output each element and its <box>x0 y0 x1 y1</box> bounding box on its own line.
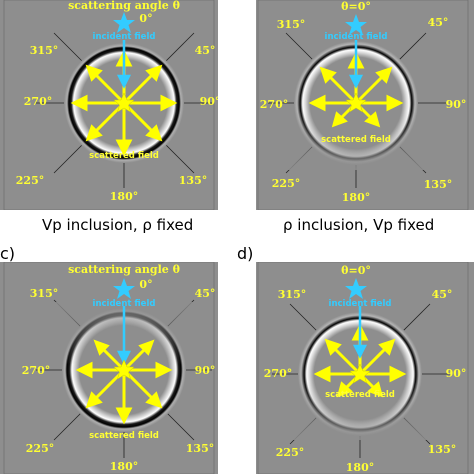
incident-source-star-icon <box>345 14 367 35</box>
incident-arrow <box>116 306 132 365</box>
angle-90-label: 90° <box>446 367 467 380</box>
incident-field-label: incident field <box>325 32 388 42</box>
angle-135-label: 135° <box>424 178 452 191</box>
panel-a-figure: scattering angle θ 0° incident field sca… <box>0 0 218 210</box>
scattered-field-label: scattered field <box>89 151 159 161</box>
angle-45-label: 45° <box>195 287 216 300</box>
title-text: scattering angle θ <box>68 0 180 12</box>
title-text: θ=0° <box>341 264 371 277</box>
angle-45-label: 45° <box>432 288 453 301</box>
title-text: scattering angle θ <box>68 263 180 276</box>
panel-c-figure: scattering angle θ 0° incident field sca… <box>0 262 218 474</box>
scatterer-star-icon <box>113 92 135 113</box>
scatterer-star-icon <box>345 92 367 113</box>
incident-field-label: incident field <box>93 32 156 42</box>
panel-frame <box>257 0 469 210</box>
angle-225-label: 225° <box>16 174 44 187</box>
angle-135-label: 135° <box>186 442 214 455</box>
scattered-field-label: scattered field <box>321 135 391 145</box>
panel-a: scattering angle θ 0° incident field sca… <box>0 0 218 210</box>
zero-angle-label: 0° <box>139 278 152 291</box>
angle-315-label: 315° <box>278 288 306 301</box>
incident-source-star-icon <box>113 12 135 33</box>
angle-225-label: 225° <box>26 442 54 455</box>
angle-315-label: 315° <box>277 18 305 31</box>
angle-45-label: 45° <box>195 44 216 57</box>
angle-225-label: 225° <box>276 446 304 459</box>
angle-180-label: 180° <box>342 191 370 204</box>
incident-field-label: incident field <box>329 299 392 309</box>
panel-a-caption: Vp inclusion, ρ fixed <box>42 216 194 234</box>
angle-135-label: 135° <box>179 174 207 187</box>
scattered-field-label: scattered field <box>325 390 395 400</box>
angle-90-label: 90° <box>195 364 216 377</box>
incident-arrow <box>352 306 368 359</box>
panel-frame <box>3 262 215 474</box>
angle-270-label: 270° <box>24 95 52 108</box>
angle-225-label: 225° <box>272 177 300 190</box>
incident-source-star-icon <box>345 278 367 299</box>
angle-135-label: 135° <box>428 443 456 456</box>
angle-315-label: 315° <box>30 287 58 300</box>
scattered-arrows <box>75 339 173 425</box>
panel-b-figure: θ=0° incident field scattered field 45° … <box>256 0 474 210</box>
panel-d-label: d) <box>237 244 254 263</box>
incident-arrow <box>116 40 132 89</box>
angle-45-label: 45° <box>428 16 449 29</box>
panel-c-label: c) <box>0 244 16 263</box>
panel-b: θ=0° incident field scattered field 45° … <box>256 0 474 210</box>
panel-c: scattering angle θ 0° incident field sca… <box>0 262 218 474</box>
angle-180-label: 180° <box>110 190 138 203</box>
zero-angle-label: 0° <box>139 12 152 25</box>
angle-180-label: 180° <box>110 460 138 473</box>
incident-source-star-icon <box>113 278 135 299</box>
incident-arrow <box>348 40 364 89</box>
panel-frame <box>257 262 469 474</box>
angle-270-label: 270° <box>260 98 288 111</box>
angle-315-label: 315° <box>30 44 58 57</box>
angle-90-label: 90° <box>200 95 218 108</box>
title-text: θ=0° <box>341 0 371 13</box>
angle-180-label: 180° <box>346 461 374 474</box>
angle-270-label: 270° <box>264 367 292 380</box>
incident-field-label: incident field <box>93 299 156 309</box>
panel-b-caption: ρ inclusion, Vp fixed <box>283 216 435 234</box>
panel-frame <box>3 0 215 210</box>
angle-90-label: 90° <box>446 98 467 111</box>
panel-d: θ=0° incident field scattered field 45° … <box>256 262 474 474</box>
scatterer-star-icon <box>113 359 135 380</box>
scattered-field-label: scattered field <box>89 431 159 441</box>
scatterer-star-icon <box>349 363 371 384</box>
panel-d-figure: θ=0° incident field scattered field 45° … <box>256 262 474 474</box>
angle-270-label: 270° <box>22 364 50 377</box>
